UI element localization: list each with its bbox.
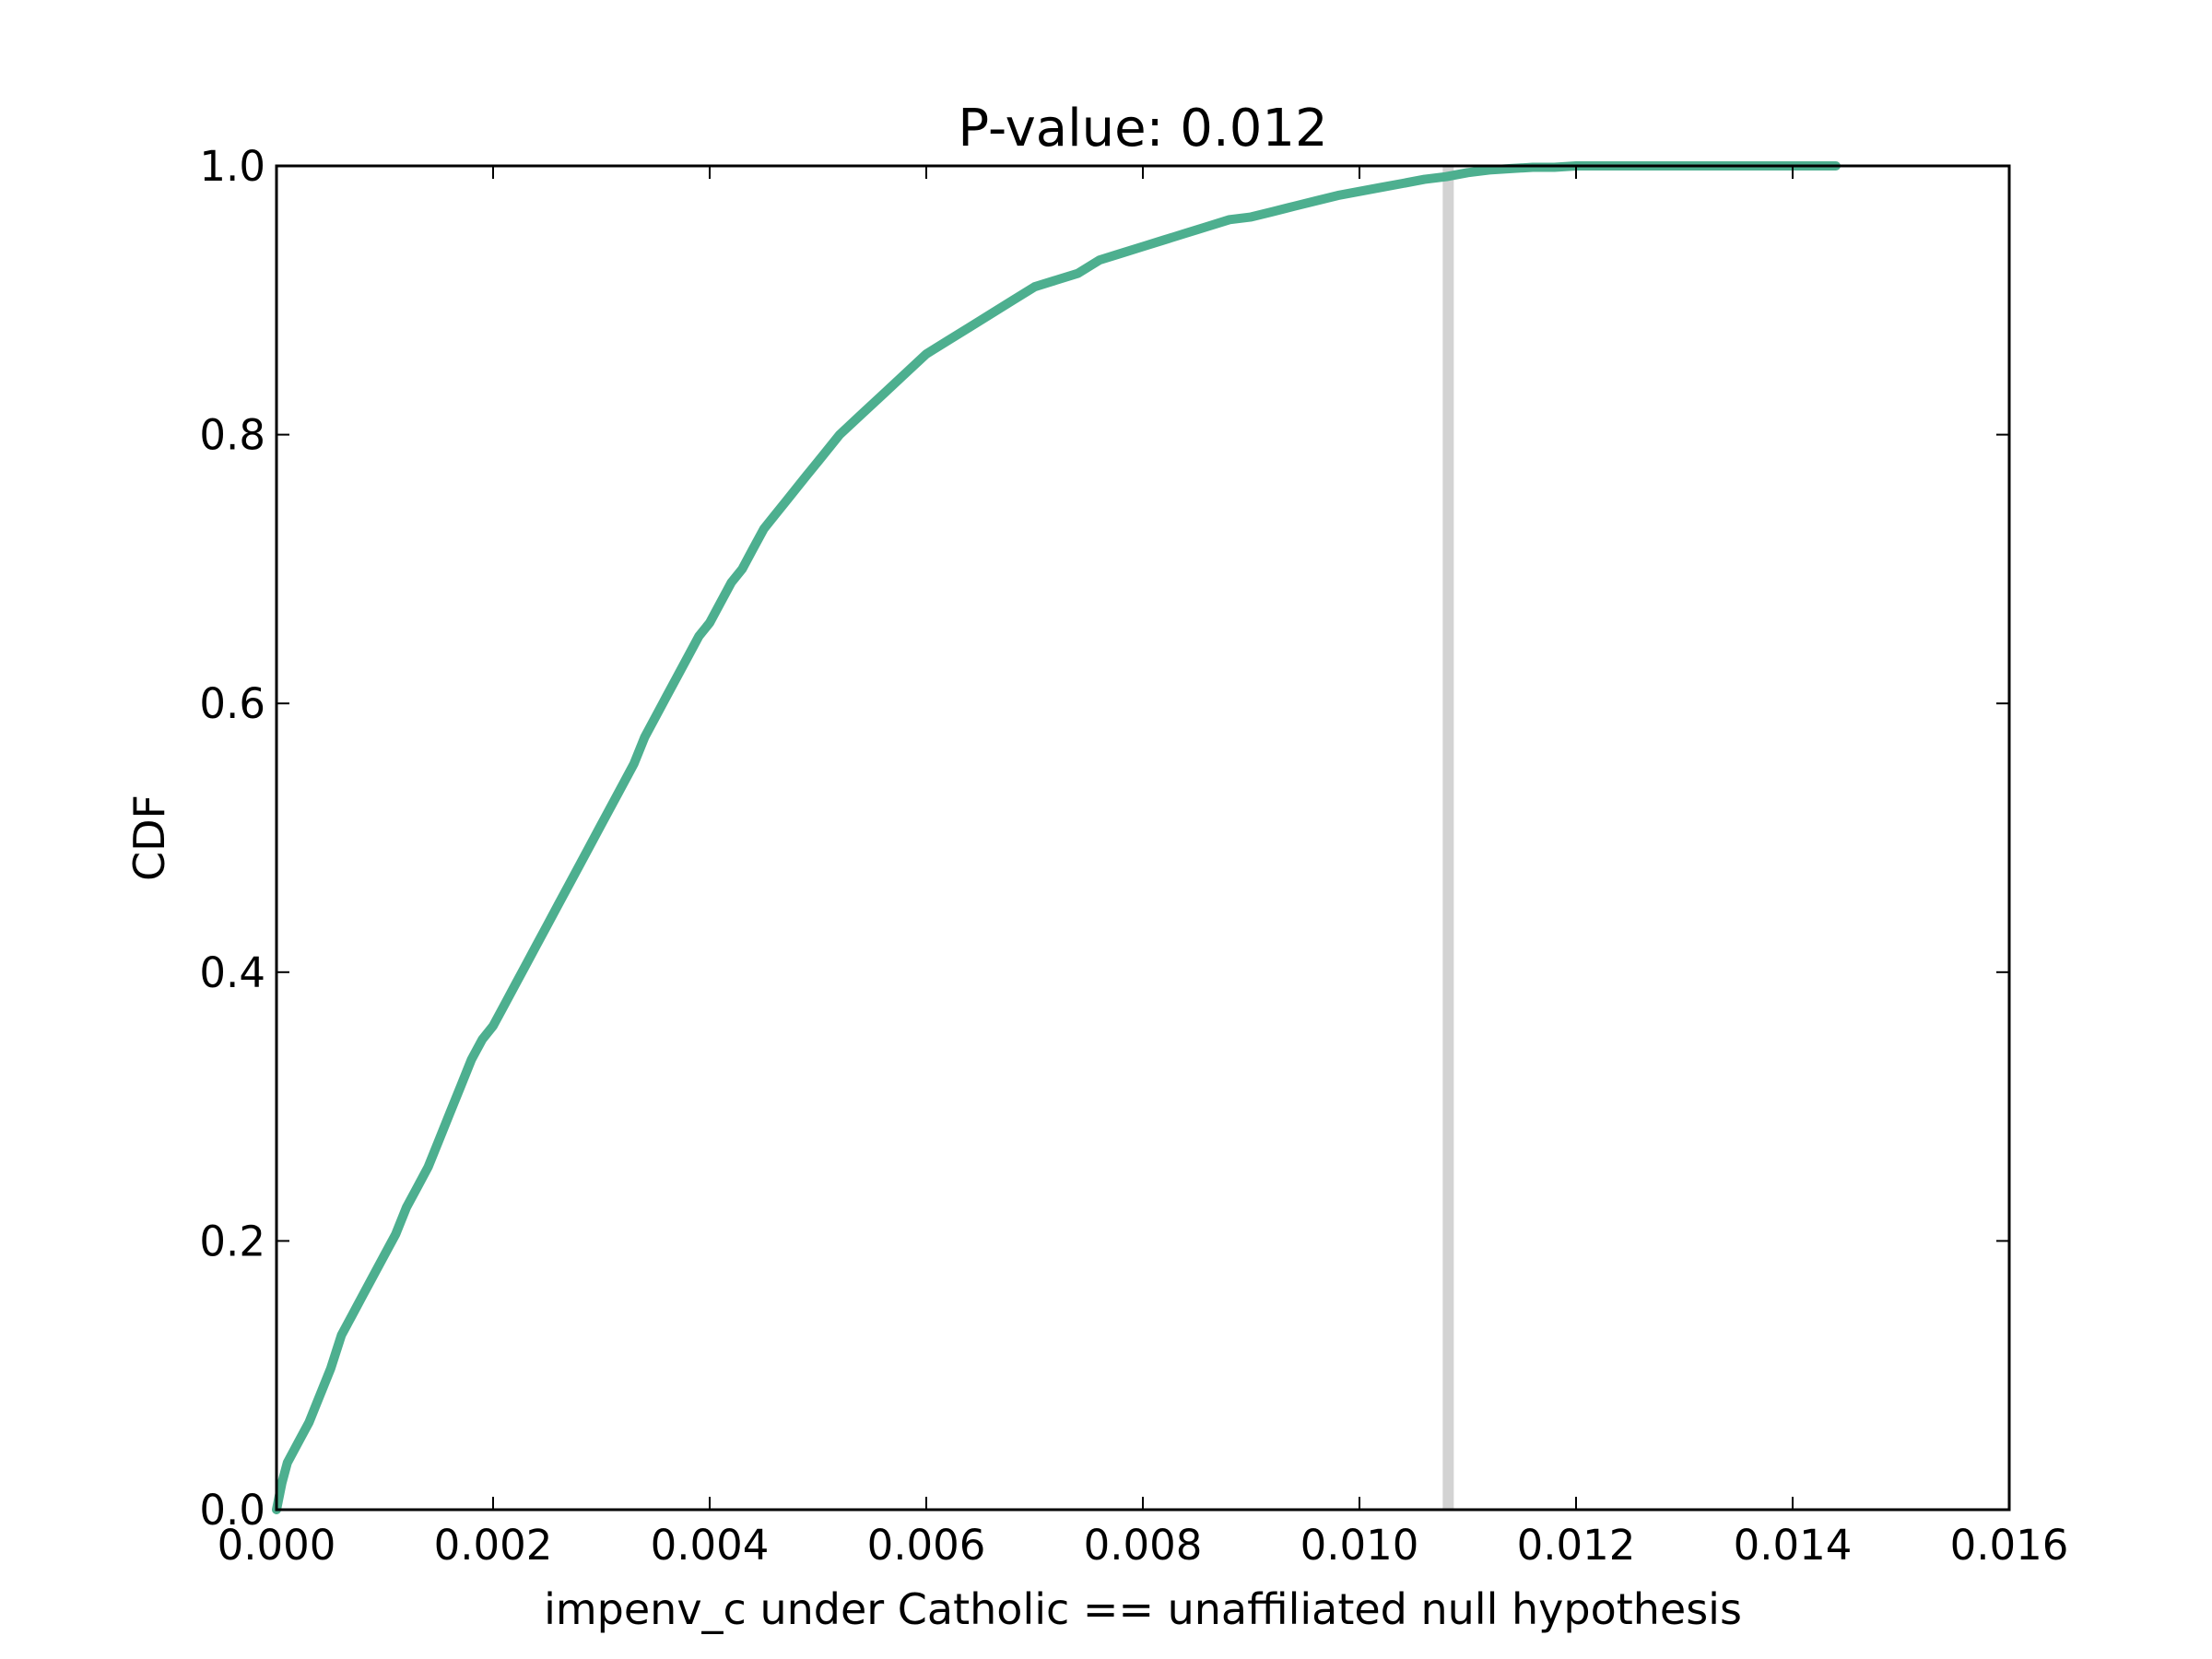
cdf-series-line-0 xyxy=(272,161,1841,1514)
y-axis-label: CDF xyxy=(124,794,174,881)
y-tick-label: 0.8 xyxy=(199,411,265,460)
x-tick-label: 0.016 xyxy=(1950,1521,2069,1570)
x-tick-label: 0.006 xyxy=(867,1521,986,1570)
y-tick-label: 0.4 xyxy=(199,948,265,997)
x-tick-label: 0.002 xyxy=(434,1521,553,1570)
x-tick-label: 0.010 xyxy=(1300,1521,1419,1570)
x-axis-label: impenv_c under Catholic == unaffiliated … xyxy=(544,1584,1742,1634)
x-tick-label: 0.008 xyxy=(1084,1521,1203,1570)
y-tick-label: 0.0 xyxy=(199,1486,265,1535)
y-tick-label: 1.0 xyxy=(199,142,265,191)
chart-title: P-value: 0.012 xyxy=(958,99,1327,159)
x-tick-label: 0.004 xyxy=(651,1521,770,1570)
axis-ticks: 0.000 0.002 0.004 0.006 0.008 0.010 0.012 0.014… xyxy=(199,142,2068,1570)
y-tick-label: 0.2 xyxy=(199,1217,265,1265)
x-tick-label: 0.000 xyxy=(218,1521,336,1570)
y-tick-label: 0.6 xyxy=(199,679,265,728)
x-tick-label: 0.012 xyxy=(1517,1521,1636,1570)
x-tick-label: 0.014 xyxy=(1734,1521,1853,1570)
data-marks xyxy=(272,161,1841,1514)
